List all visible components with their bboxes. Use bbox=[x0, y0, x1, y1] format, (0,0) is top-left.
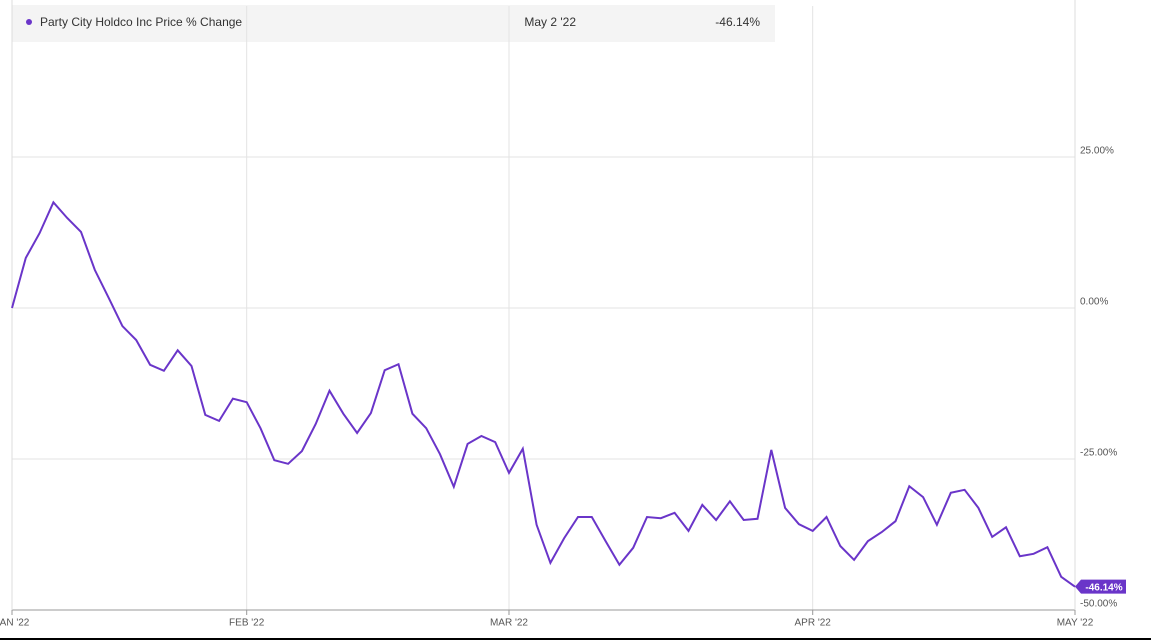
legend-dot bbox=[26, 19, 32, 25]
y-tick-label: -25.00% bbox=[1080, 448, 1117, 459]
x-tick-label: MAY '22 bbox=[1057, 618, 1094, 629]
y-tick-label: 0.00% bbox=[1080, 297, 1108, 308]
y-tick-label: 25.00% bbox=[1080, 146, 1114, 157]
line bbox=[11, 200, 1076, 588]
value-flag bbox=[1075, 579, 1126, 594]
tooltip-date: May 2 '22 bbox=[524, 15, 576, 29]
tooltip-box bbox=[12, 5, 775, 42]
y-tick-label: -50.00% bbox=[1080, 599, 1117, 610]
tooltip-value: -46.14% bbox=[715, 15, 760, 29]
x-tick-label: JAN '22 bbox=[0, 618, 30, 629]
value-label: -46.14% bbox=[1085, 582, 1122, 593]
x-tick-label: MAR '22 bbox=[490, 618, 528, 629]
x-tick-label: FEB '22 bbox=[229, 618, 265, 629]
x-tick-label: APR '22 bbox=[795, 618, 832, 629]
legend-label: Party City Holdco Inc Price % Change bbox=[40, 15, 242, 29]
